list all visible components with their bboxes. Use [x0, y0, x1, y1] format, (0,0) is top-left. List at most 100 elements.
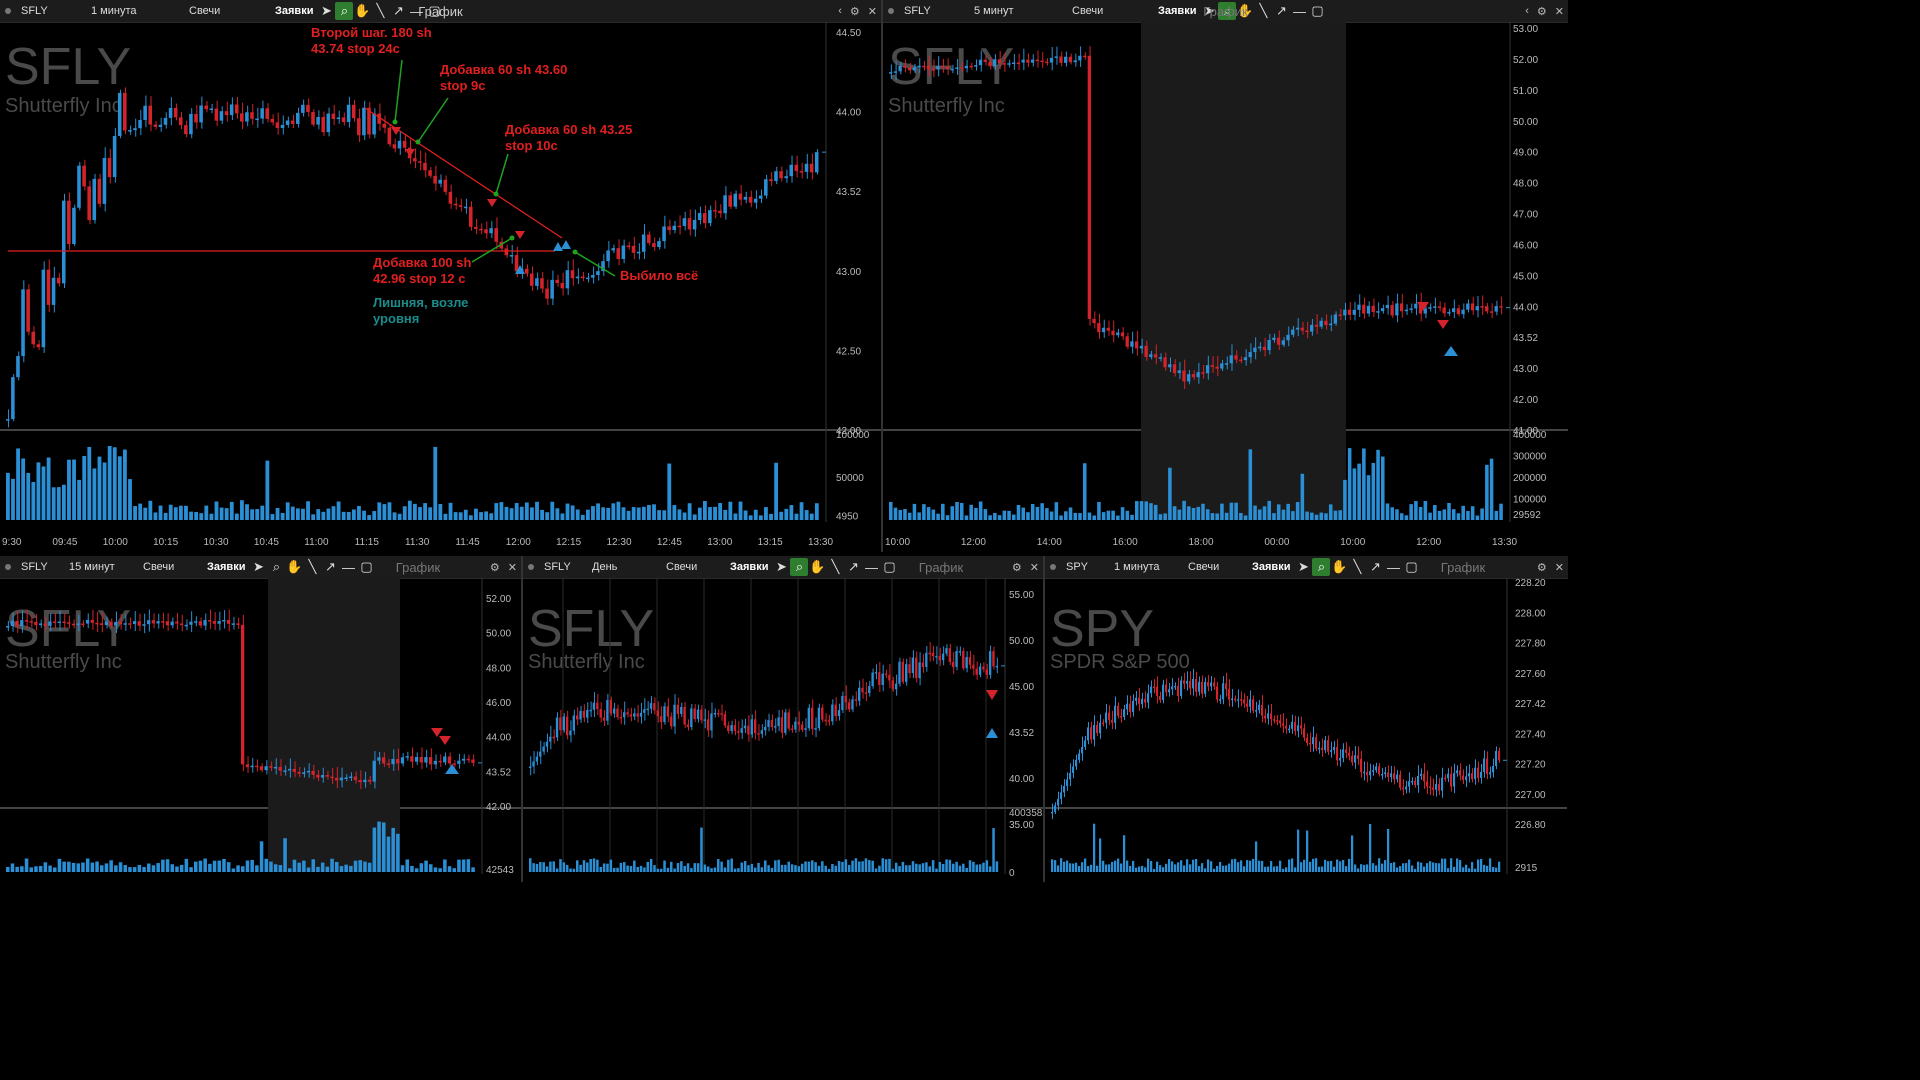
chart-pane-sfly-5min[interactable]: SFLY 5 минут Свечи Заявки ➤ ⌕ ✋ ╲ ↗ — ▢ … [883, 0, 1568, 552]
link-indicator-icon[interactable] [5, 564, 11, 570]
arrow-tool-icon[interactable]: ↗ [1370, 559, 1381, 574]
zoom-icon[interactable]: ⌕ [1312, 558, 1331, 576]
settings-icon[interactable]: ⚙ [849, 5, 860, 18]
rectangle-tool-icon[interactable]: ▢ [1405, 559, 1418, 574]
close-icon[interactable]: ✕ [1554, 561, 1564, 574]
cursor-icon[interactable]: ➤ [776, 559, 787, 574]
price-tick-label: 47.00 [1513, 210, 1538, 221]
line-tool-icon[interactable]: ╲ [831, 559, 840, 574]
orders-button[interactable]: Заявки [1252, 561, 1291, 573]
settings-icon[interactable]: ⚙ [489, 561, 500, 574]
hline-tool-icon[interactable]: — [409, 3, 423, 19]
volume-bar [1438, 863, 1441, 872]
zoom-icon[interactable]: ⌕ [272, 559, 281, 574]
symbol-selector[interactable]: SFLY [904, 5, 931, 17]
candle-body [214, 108, 219, 121]
settings-icon[interactable]: ⚙ [1011, 561, 1022, 574]
chart-pane-spy-1min[interactable]: SPY 1 минута Свечи Заявки ➤ ⌕ ✋ ╲ ↗ — ▢ … [1045, 556, 1568, 882]
hand-pan-icon[interactable]: ✋ [354, 3, 371, 18]
timeframe-selector[interactable]: День [592, 561, 618, 573]
link-indicator-icon[interactable] [1050, 564, 1056, 570]
chart-type-selector[interactable]: Свечи [1188, 561, 1220, 573]
rectangle-tool-icon[interactable]: ▢ [360, 559, 373, 574]
hand-pan-icon[interactable]: ✋ [1331, 559, 1348, 574]
cursor-icon[interactable]: ➤ [321, 3, 332, 18]
chart-type-selector[interactable]: Свечи [1072, 5, 1104, 17]
hline-tool-icon[interactable]: — [864, 559, 878, 575]
volume-bar [1063, 861, 1066, 872]
candle-body [1351, 755, 1354, 763]
hand-pan-icon[interactable]: ✋ [809, 559, 826, 574]
candle-body [962, 651, 965, 669]
candle-body [1264, 715, 1267, 719]
timeframe-selector[interactable]: 1 минута [1114, 561, 1160, 573]
symbol-selector[interactable]: SFLY [21, 5, 48, 17]
link-indicator-icon[interactable] [888, 8, 894, 14]
link-indicator-icon[interactable] [528, 564, 534, 570]
arrow-tool-icon[interactable]: ↗ [393, 3, 404, 18]
cursor-icon[interactable]: ➤ [1204, 3, 1215, 18]
line-tool-icon[interactable]: ╲ [1259, 3, 1268, 18]
time-tick-label: 12:00 [961, 537, 986, 548]
zoom-icon[interactable]: ⌕ [335, 2, 354, 20]
volume-bar [864, 858, 868, 872]
candle-body [400, 757, 405, 764]
collapse-icon[interactable]: ‹ [1525, 4, 1529, 17]
chart-pane-sfly-15min[interactable]: SFLY 15 минут Свечи Заявки ➤ ⌕ ✋ ╲ ↗ — ▢… [0, 556, 523, 882]
chart-type-selector[interactable]: Свечи [143, 561, 175, 573]
arrow-tool-icon[interactable]: ↗ [1276, 3, 1287, 18]
candle-body [102, 157, 107, 204]
chart-pane-sfly-daily[interactable]: SFLY День Свечи Заявки ➤ ⌕ ✋ ╲ ↗ — ▢ Гра… [523, 556, 1045, 882]
chart-pane-sfly-1min[interactable]: SFLY 1 минута Свечи Заявки ➤ ⌕ ✋ ╲ ↗ — ▢… [0, 0, 883, 552]
close-icon[interactable]: ✕ [1554, 5, 1564, 18]
candle-body [1246, 703, 1249, 707]
settings-icon[interactable]: ⚙ [1536, 561, 1547, 574]
chart-type-selector[interactable]: Свечи [189, 5, 221, 17]
close-icon[interactable]: ✕ [867, 5, 877, 18]
orders-button[interactable]: Заявки [1158, 5, 1197, 17]
price-tick-label: 227.40 [1515, 729, 1546, 740]
hline-tool-icon[interactable]: — [1386, 559, 1400, 575]
rectangle-tool-icon[interactable]: ▢ [1311, 3, 1324, 18]
timeframe-selector[interactable]: 15 минут [69, 561, 115, 573]
arrow-tool-icon[interactable]: ↗ [325, 559, 336, 574]
line-tool-icon[interactable]: ╲ [308, 559, 317, 574]
timeframe-selector[interactable]: 1 минута [91, 5, 137, 17]
zoom-icon[interactable]: ⌕ [790, 558, 809, 576]
orders-button[interactable]: Заявки [207, 561, 246, 573]
orders-button[interactable]: Заявки [730, 561, 769, 573]
close-icon[interactable]: ✕ [507, 561, 517, 574]
timeframe-selector[interactable]: 5 минут [974, 5, 1014, 17]
arrow-tool-icon[interactable]: ↗ [848, 559, 859, 574]
collapse-icon[interactable]: ‹ [838, 4, 842, 17]
candle-body [690, 708, 693, 728]
chart-type-selector[interactable]: Свечи [666, 561, 698, 573]
rectangle-tool-icon[interactable]: ▢ [428, 3, 441, 18]
candle-body [118, 621, 123, 625]
candle-body [1216, 686, 1219, 700]
volume-bar [982, 862, 985, 872]
hline-tool-icon[interactable]: — [1292, 3, 1306, 19]
symbol-selector[interactable]: SFLY [21, 561, 48, 573]
settings-icon[interactable]: ⚙ [1536, 5, 1547, 18]
candle-body [311, 770, 315, 775]
line-tool-icon[interactable]: ╲ [1353, 559, 1362, 574]
hand-pan-icon[interactable]: ✋ [286, 559, 303, 574]
orders-button[interactable]: Заявки [275, 5, 314, 17]
symbol-selector[interactable]: SPY [1066, 561, 1089, 573]
cursor-icon[interactable]: ➤ [253, 559, 264, 574]
cursor-icon[interactable]: ➤ [1298, 559, 1309, 574]
close-icon[interactable]: ✕ [1029, 561, 1039, 574]
rectangle-tool-icon[interactable]: ▢ [883, 559, 896, 574]
zoom-icon[interactable]: ⌕ [1218, 2, 1237, 20]
link-indicator-icon[interactable] [5, 8, 11, 14]
symbol-selector[interactable]: SFLY [544, 561, 571, 573]
hand-pan-icon[interactable]: ✋ [1237, 3, 1254, 18]
hline-tool-icon[interactable]: — [341, 559, 355, 575]
line-tool-icon[interactable]: ╲ [376, 3, 385, 18]
